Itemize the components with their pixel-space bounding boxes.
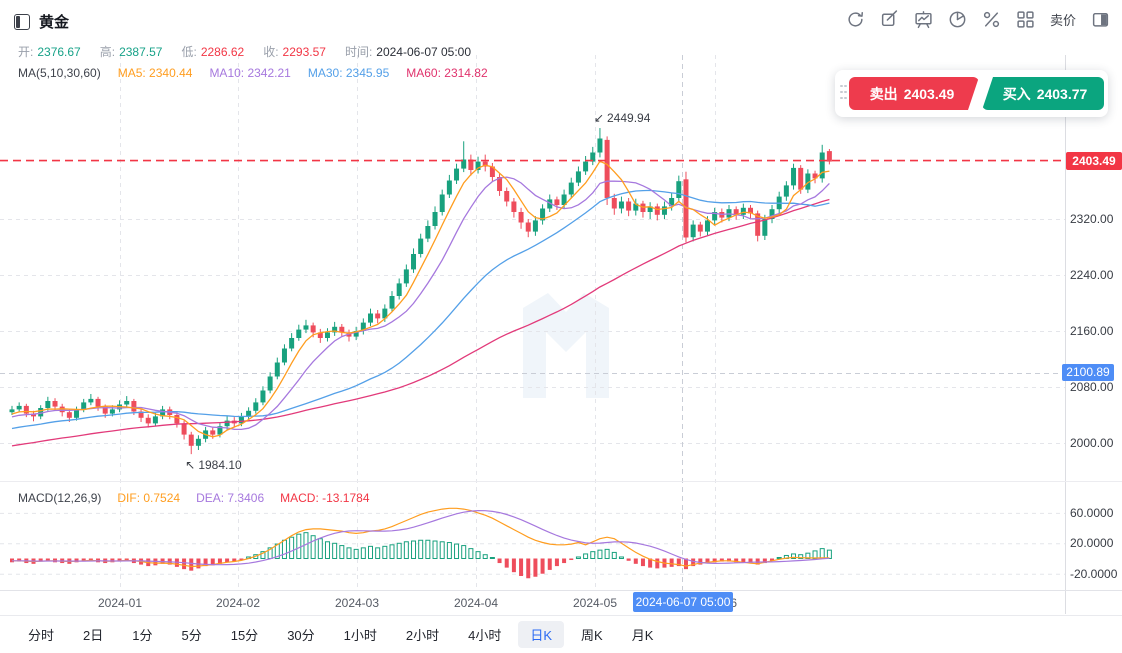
x-axis-label: 2024-03: [334, 596, 380, 610]
annotation-text: 2449.94: [607, 111, 651, 126]
panel-toggle-icon[interactable]: [1091, 10, 1110, 29]
tab-周K[interactable]: 周K: [581, 628, 603, 643]
sell-price-toggle[interactable]: 卖价: [1049, 13, 1076, 28]
tab-日K[interactable]: 日K: [518, 621, 565, 648]
tab-4小时[interactable]: 4小时: [468, 628, 502, 643]
annotation-arrow-icon: ↖: [185, 458, 196, 473]
low-annotation: ↖ 1984.10: [185, 458, 241, 472]
y-axis-label: 2320.00: [1070, 212, 1114, 226]
ma-group-label: MA(5,10,30,60): [18, 66, 101, 80]
annotation-arrow-icon: ↙: [593, 111, 604, 126]
macd-axis-label: -20.0000: [1070, 566, 1118, 581]
crosshair-date-tag: 2024-06-07 05:00: [633, 592, 733, 612]
quote-time: 时间: 2024-06-07 05:00: [344, 45, 472, 59]
pie-chart-icon[interactable]: [948, 10, 967, 29]
tab-月K[interactable]: 月K: [631, 628, 654, 643]
y-axis-label: 2240.00: [1070, 268, 1114, 282]
x-axis-label: 2024-04: [453, 596, 499, 610]
tab-1分[interactable]: 1分: [132, 628, 153, 643]
quote-low: 低: 2286.62: [181, 45, 245, 59]
ma5-value: MA5: 2340.44: [117, 66, 193, 80]
percent-icon[interactable]: [982, 10, 1001, 29]
annotation-text: 1984.10: [198, 458, 242, 473]
dif-value: DIF: 0.7524: [117, 491, 181, 505]
dea-value: DEA: 7.3406: [196, 491, 265, 505]
instrument-title: 黄金: [39, 14, 70, 31]
buy-button[interactable]: 买入 2403.77: [982, 77, 1104, 110]
header: 黄金: [14, 11, 69, 32]
ma-indicator-bar: MA(5,10,30,60) MA5: 2340.44 MA10: 2342.2…: [18, 66, 488, 80]
x-axis-label: 2024-02: [215, 596, 261, 610]
timeframe-tabbar: 分时 2日 1分 5分 15分 30分 1小时 2小时 4小时 日K 周K 月K: [0, 615, 1122, 653]
refresh-icon[interactable]: [846, 10, 865, 29]
tab-2日[interactable]: 2日: [83, 628, 104, 643]
tab-2小时[interactable]: 2小时: [405, 628, 440, 643]
ma10-value: MA10: 2342.21: [209, 66, 291, 80]
macd-indicator-bar: MACD(12,26,9) DIF: 0.7524 DEA: 7.3406 MA…: [18, 491, 370, 505]
x-axis-label: 2024-05: [572, 596, 618, 610]
drag-handle[interactable]: [840, 84, 848, 103]
last-price-tag: 2403.49: [1066, 152, 1122, 170]
chart-toolbar: 卖价: [846, 10, 1110, 29]
tab-15分[interactable]: 15分: [230, 628, 259, 643]
y-axis-label: 2080.00: [1070, 380, 1114, 394]
macd-group-label: MACD(12,26,9): [18, 491, 102, 505]
macd-axis-label: 60.0000: [1070, 505, 1114, 520]
quote-close: 收: 2293.57: [263, 45, 326, 59]
tab-30分[interactable]: 30分: [287, 628, 315, 643]
crosshair-price-tag: 2100.89: [1062, 364, 1114, 381]
grid-layout-icon[interactable]: [1016, 10, 1035, 29]
quote-bar: 开: 2376.67 高: 2387.57 低: 2286.62 收: 2293.57 …: [18, 43, 471, 60]
instrument-icon: [14, 13, 30, 30]
y-axis-label: 2160.00: [1070, 324, 1114, 338]
tab-1小时[interactable]: 1小时: [343, 628, 377, 643]
ma60-value: MA60: 2314.82: [406, 66, 488, 80]
quote-open: 开: 2376.67: [18, 45, 81, 59]
tab-5分[interactable]: 5分: [181, 628, 202, 643]
macd-axis-label: 20.0000: [1070, 536, 1114, 551]
trade-widget: 卖出 2403.49 买入 2403.77: [835, 70, 1108, 117]
x-axis-label: 2024-01: [97, 596, 143, 610]
y-axis-label: 2000.00: [1070, 436, 1114, 450]
tab-分时[interactable]: 分时: [28, 628, 55, 643]
sell-button[interactable]: 卖出 2403.49: [849, 77, 979, 110]
macd-value: MACD: -13.1784: [280, 491, 370, 505]
ma30-value: MA30: 2345.95: [307, 66, 390, 80]
draw-icon[interactable]: [880, 10, 899, 29]
quote-high: 高: 2387.57: [99, 45, 163, 59]
high-annotation: ↙ 2449.94: [594, 111, 650, 125]
chart-board-icon[interactable]: [914, 10, 933, 29]
